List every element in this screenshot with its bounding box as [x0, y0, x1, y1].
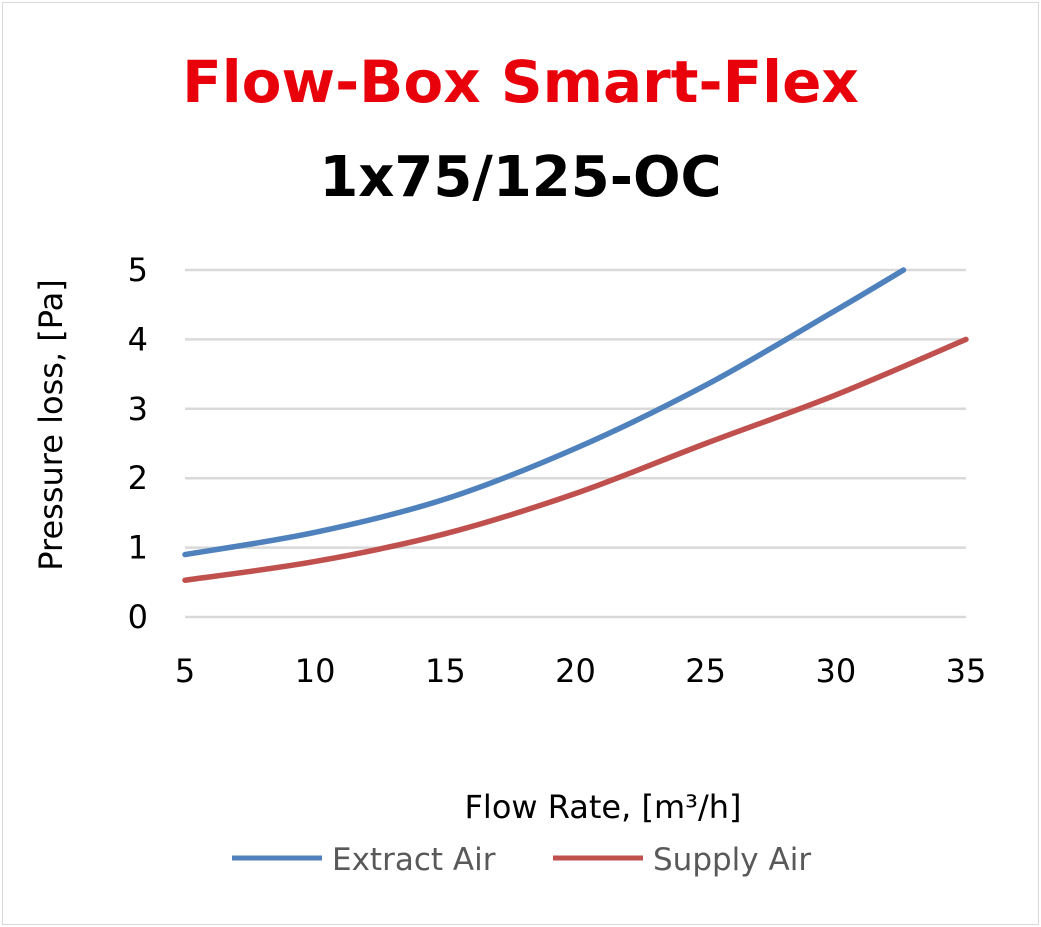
- legend: Extract Air Supply Air: [232, 842, 811, 878]
- legend-label-supply-air: Supply Air: [653, 842, 811, 878]
- x-tick-label: 30: [815, 652, 856, 690]
- x-tick-label: 25: [685, 652, 726, 690]
- x-tick-label: 35: [946, 652, 987, 690]
- chart-title: Flow-Box Smart-Flex: [182, 48, 859, 116]
- x-tick-label: 10: [295, 652, 336, 690]
- y-tick-label: 4: [128, 320, 148, 358]
- y-tick-label: 0: [128, 598, 148, 636]
- chart-subtitle: 1x75/125-OC: [319, 145, 722, 210]
- y-tick-label: 1: [128, 529, 148, 567]
- x-tick-label: 15: [425, 652, 466, 690]
- y-axis-label: Pressure loss, [Pa]: [32, 279, 70, 570]
- y-tick-label: 2: [128, 459, 148, 497]
- y-tick-label: 5: [128, 251, 148, 289]
- series-line-extract-air: [182, 267, 907, 558]
- x-tick-label: 5: [175, 652, 195, 690]
- legend-label-extract-air: Extract Air: [332, 842, 496, 878]
- series-line-supply-air: [182, 336, 969, 583]
- x-axis-label: Flow Rate, [m³/h]: [465, 788, 742, 826]
- y-tick-label: 3: [128, 390, 148, 428]
- x-tick-label: 20: [555, 652, 596, 690]
